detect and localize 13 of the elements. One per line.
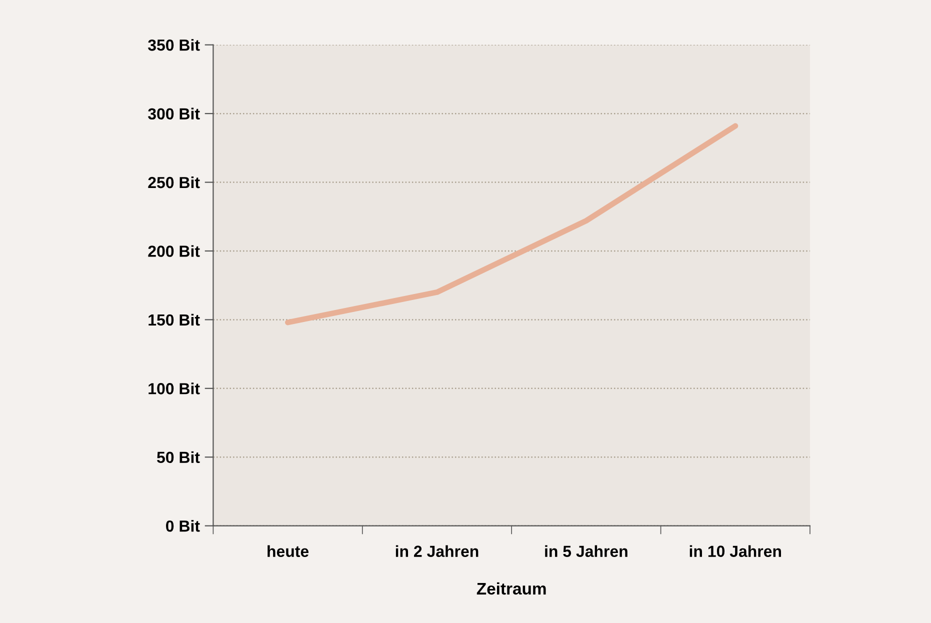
y-tick-label: 300 Bit — [148, 108, 200, 120]
y-tick-label: 0 Bit — [166, 520, 200, 532]
x-tick-label: in 10 Jahren — [690, 545, 781, 557]
x-tick-label: in 2 Jahren — [396, 545, 478, 557]
y-tick-label: 150 Bit — [148, 314, 200, 326]
y-tick-label: 250 Bit — [148, 176, 200, 188]
x-axis-title: Zeitraum — [476, 582, 546, 595]
y-tick-label: 100 Bit — [148, 382, 200, 394]
y-tick-label: 50 Bit — [157, 451, 200, 464]
x-tick-label: in 5 Jahren — [545, 545, 628, 557]
y-tick-label: 200 Bit — [148, 245, 200, 257]
x-tick-label: heute — [268, 545, 309, 557]
y-tick-label: 350 Bit — [148, 39, 200, 51]
